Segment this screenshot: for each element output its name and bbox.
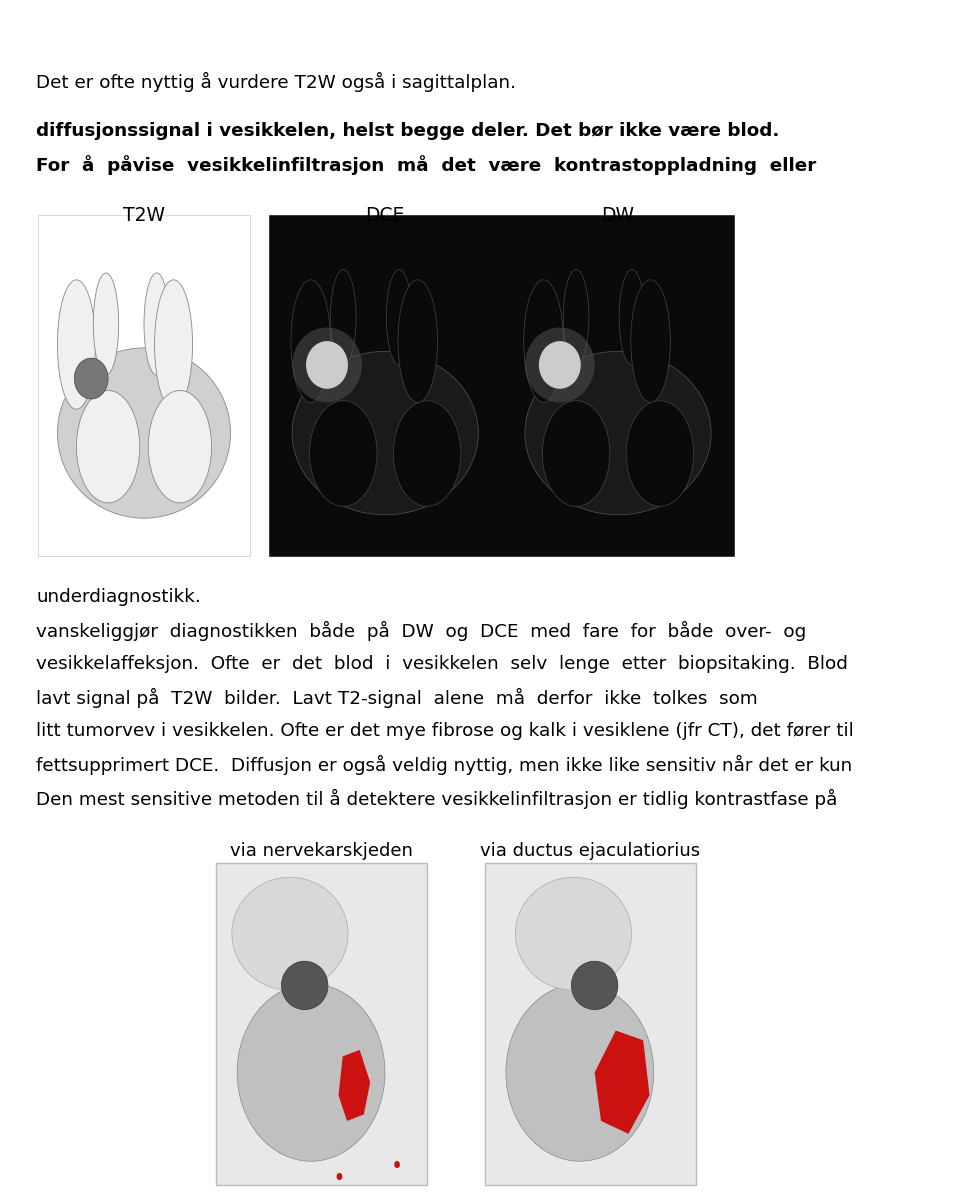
Ellipse shape: [626, 400, 694, 507]
Ellipse shape: [58, 348, 230, 519]
Text: DW: DW: [602, 206, 635, 225]
Bar: [216, 863, 427, 1185]
Text: T2W: T2W: [123, 206, 165, 225]
Polygon shape: [594, 1030, 650, 1134]
Ellipse shape: [155, 280, 193, 409]
Bar: [269, 215, 734, 556]
Ellipse shape: [74, 358, 108, 399]
Ellipse shape: [77, 391, 140, 503]
Ellipse shape: [525, 327, 594, 403]
Text: vesikkelaffeksjon.  Ofte  er  det  blod  i  vesikkelen  selv  lenge  etter  biop: vesikkelaffeksjon. Ofte er det blod i ve…: [36, 655, 849, 673]
Ellipse shape: [144, 272, 169, 375]
Ellipse shape: [148, 391, 211, 503]
Text: lavt signal på  T2W  bilder.  Lavt T2-signal  alene  må  derfor  ikke  tolkes  s: lavt signal på T2W bilder. Lavt T2-signa…: [36, 688, 758, 709]
Ellipse shape: [306, 341, 348, 388]
Ellipse shape: [571, 961, 618, 1010]
Ellipse shape: [524, 280, 564, 403]
Ellipse shape: [292, 327, 362, 403]
Text: via nervekarskjeden: via nervekarskjeden: [230, 842, 413, 860]
Text: litt tumorvev i vesikkelen. Ofte er det mye fibrose og kalk i vesiklene (jfr CT): litt tumorvev i vesikkelen. Ofte er det …: [36, 722, 854, 740]
Circle shape: [337, 1173, 343, 1181]
Bar: [485, 863, 696, 1185]
Ellipse shape: [619, 270, 645, 364]
Ellipse shape: [291, 280, 330, 403]
Ellipse shape: [516, 877, 632, 991]
Text: underdiagnostikk.: underdiagnostikk.: [36, 588, 202, 606]
Ellipse shape: [232, 877, 348, 991]
Ellipse shape: [309, 400, 377, 507]
Ellipse shape: [631, 280, 670, 403]
Ellipse shape: [525, 351, 711, 515]
Ellipse shape: [386, 270, 412, 364]
Text: diffusjonssignal i vesikkelen, helst begge deler. Det bør ikke være blod.: diffusjonssignal i vesikkelen, helst beg…: [36, 122, 780, 140]
Ellipse shape: [292, 351, 478, 515]
Ellipse shape: [539, 341, 581, 388]
Text: DCE: DCE: [366, 206, 405, 225]
Text: Det er ofte nyttig å vurdere T2W også i sagittalplan.: Det er ofte nyttig å vurdere T2W også i …: [36, 72, 516, 92]
Ellipse shape: [398, 280, 438, 403]
Text: Den mest sensitive metoden til å detektere vesikkelinfiltrasjon er tidlig kontra: Den mest sensitive metoden til å detekte…: [36, 789, 838, 809]
Ellipse shape: [564, 270, 588, 364]
Polygon shape: [339, 1050, 371, 1121]
Ellipse shape: [506, 983, 654, 1162]
Ellipse shape: [58, 280, 95, 409]
Text: via ductus ejaculatiorius: via ductus ejaculatiorius: [480, 842, 701, 860]
Ellipse shape: [330, 270, 356, 364]
Text: vanskeliggjør  diagnostikken  både  på  DW  og  DCE  med  fare  for  både  over-: vanskeliggjør diagnostikken både på DW o…: [36, 621, 806, 642]
Ellipse shape: [394, 400, 461, 507]
Ellipse shape: [542, 400, 610, 507]
Bar: [38, 215, 250, 556]
Ellipse shape: [93, 272, 119, 375]
Ellipse shape: [281, 961, 328, 1010]
Ellipse shape: [237, 983, 385, 1162]
Text: fettsupprimert DCE.  Diffusjon er også veldig nyttig, men ikke like sensitiv når: fettsupprimert DCE. Diffusjon er også ve…: [36, 755, 852, 776]
Circle shape: [395, 1162, 400, 1169]
Text: For  å  påvise  vesikkelinfiltrasjon  må  det  være  kontrastoppladning  eller: For å påvise vesikkelinfiltrasjon må det…: [36, 155, 817, 176]
